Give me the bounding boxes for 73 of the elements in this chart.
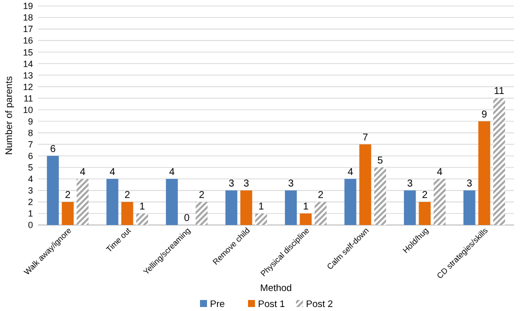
bar bbox=[166, 178, 178, 225]
y-tick-label: 13 bbox=[22, 70, 33, 80]
data-label: 3 bbox=[288, 178, 294, 190]
data-label: 3 bbox=[407, 178, 414, 190]
data-label: 9 bbox=[481, 109, 488, 120]
y-tick-label: 3 bbox=[28, 186, 33, 196]
bar bbox=[284, 190, 297, 225]
bar bbox=[359, 144, 372, 225]
data-label: 7 bbox=[362, 132, 368, 144]
bar bbox=[344, 178, 356, 225]
y-tick-label: 7 bbox=[28, 139, 33, 150]
y-tick-label: 19 bbox=[22, 1, 33, 12]
bar bbox=[46, 156, 59, 225]
y-tick-label: 12 bbox=[22, 82, 33, 92]
y-tick-label: 11 bbox=[24, 93, 33, 104]
y-tick-label: 4 bbox=[28, 174, 33, 184]
y-tick-label: 17 bbox=[22, 24, 33, 34]
bar bbox=[196, 202, 208, 225]
bar bbox=[418, 202, 431, 225]
data-label: 2 bbox=[318, 190, 324, 201]
x-tick-label: Time out bbox=[104, 226, 134, 254]
data-label: 2 bbox=[422, 190, 428, 201]
data-label: 11 bbox=[494, 86, 505, 98]
legend-label: Post 2 bbox=[306, 299, 333, 310]
y-tick-label: 14 bbox=[22, 58, 33, 69]
y-tick-label: 8 bbox=[28, 128, 33, 138]
data-label: 3 bbox=[466, 178, 473, 190]
data-label: 2 bbox=[64, 190, 71, 201]
bar bbox=[106, 178, 118, 225]
y-tick-label: 9 bbox=[28, 116, 33, 126]
data-label: 6 bbox=[50, 144, 56, 155]
bar bbox=[314, 202, 327, 225]
x-axis-title: Method bbox=[260, 283, 292, 294]
data-label: 4 bbox=[169, 166, 176, 178]
y-tick-label: 10 bbox=[22, 104, 33, 115]
bar bbox=[478, 121, 490, 225]
bar bbox=[121, 202, 134, 225]
data-label: 4 bbox=[110, 166, 116, 178]
bar bbox=[404, 190, 416, 225]
data-label: 2 bbox=[198, 190, 205, 201]
bar bbox=[463, 190, 476, 225]
bar bbox=[240, 190, 252, 225]
data-label: 0 bbox=[184, 213, 190, 224]
legend-label: Pre bbox=[210, 299, 225, 310]
y-tick-label: 6 bbox=[28, 150, 33, 161]
bar bbox=[62, 202, 74, 225]
data-label: 4 bbox=[80, 166, 86, 178]
bar bbox=[225, 190, 238, 225]
data-label: 5 bbox=[377, 155, 384, 166]
bar bbox=[76, 178, 89, 225]
data-label: 3 bbox=[243, 178, 250, 190]
bar bbox=[374, 167, 386, 225]
y-tick-label: 18 bbox=[22, 12, 33, 23]
bar bbox=[300, 213, 312, 225]
bar bbox=[255, 213, 268, 225]
y-tick-label: 2 bbox=[28, 197, 33, 208]
data-label: 1 bbox=[139, 201, 146, 212]
y-tick-label: 0 bbox=[28, 220, 33, 230]
bar bbox=[136, 213, 148, 225]
data-label: 1 bbox=[302, 201, 309, 212]
data-label: 4 bbox=[436, 166, 443, 178]
y-tick-label: 16 bbox=[22, 36, 33, 46]
y-tick-label: 1 bbox=[28, 208, 33, 219]
legend-label: Post 1 bbox=[258, 299, 285, 310]
data-label: 1 bbox=[258, 201, 264, 212]
y-axis-title: Number of parents bbox=[4, 76, 15, 155]
data-label: 2 bbox=[124, 190, 130, 201]
bar bbox=[434, 178, 446, 225]
y-tick-label: 15 bbox=[22, 47, 33, 58]
data-label: 4 bbox=[348, 166, 354, 178]
data-label: 3 bbox=[228, 178, 235, 190]
y-tick-label: 5 bbox=[28, 162, 33, 173]
bar bbox=[493, 98, 506, 225]
